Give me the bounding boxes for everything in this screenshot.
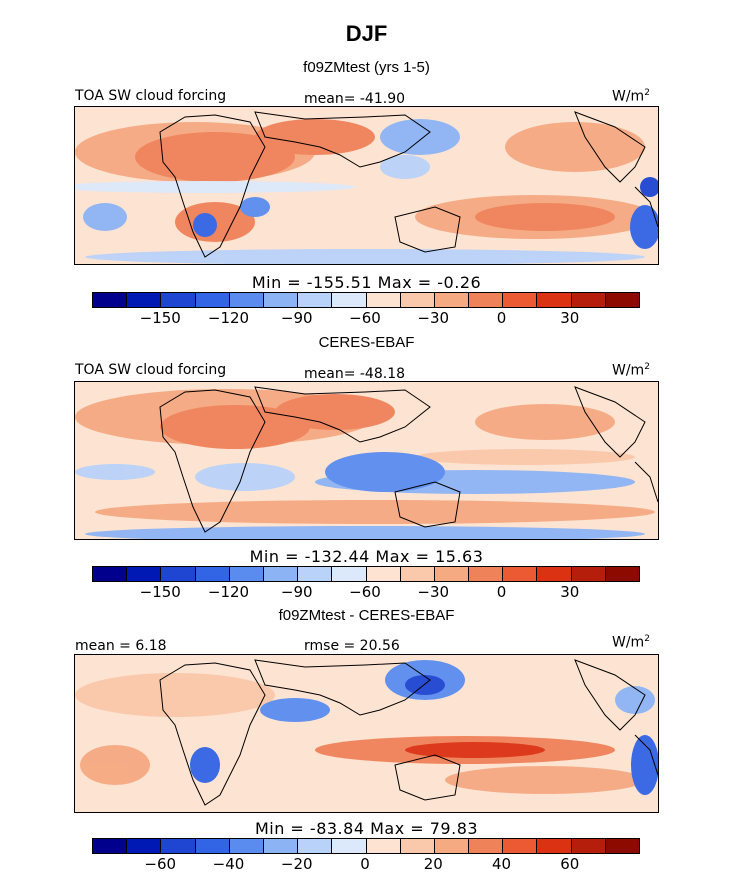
colorbar-swatch (229, 567, 264, 581)
colorbar-swatch (571, 567, 606, 581)
panel3-subtitle: f09ZMtest - CERES-EBAF (278, 607, 455, 624)
colorbar-swatch (469, 293, 504, 307)
colorbar-swatch (195, 567, 230, 581)
colorbar-swatch (537, 567, 572, 581)
panel2-units-label: W/m2 (612, 362, 650, 379)
colorbar-tick-label: −150 (139, 583, 181, 601)
colorbar-tick-label: −40 (212, 855, 245, 873)
panel3-rmse-label: rmse = 20.56 (304, 638, 400, 654)
colorbar-swatch (161, 293, 196, 307)
colorbar-swatch (332, 293, 367, 307)
colorbar-swatch (298, 567, 333, 581)
panel3-mean-label: mean = 6.18 (75, 638, 167, 654)
panel1-field-label: TOA SW cloud forcing (75, 88, 227, 104)
panel1-map (74, 106, 659, 265)
colorbar-swatch (93, 839, 128, 853)
colorbar-swatch (503, 839, 538, 853)
colorbar-swatch (503, 293, 538, 307)
colorbar-swatch (161, 839, 196, 853)
colorbar-swatch (229, 293, 264, 307)
colorbar-tick-label: 0 (496, 309, 507, 327)
panel1-subtitle: f09ZMtest (yrs 1-5) (303, 59, 430, 76)
colorbar-swatch (537, 293, 572, 307)
colorbar-tick-label: 30 (560, 309, 580, 327)
colorbar-swatch (571, 839, 606, 853)
colorbar-swatch (298, 839, 333, 853)
colorbar-tick-label: −120 (207, 583, 250, 601)
colorbar-tick-label: −60 (349, 309, 381, 327)
colorbar-swatch (400, 567, 435, 581)
panel2-subtitle: CERES-EBAF (318, 334, 415, 351)
colorbar-swatch (434, 839, 470, 853)
colorbar-tick-label: −150 (139, 309, 181, 327)
colorbar-tick-label: −30 (417, 583, 450, 601)
colorbar-tick-label: −90 (280, 309, 313, 327)
colorbar-swatch (571, 293, 606, 307)
figure-title: DJF (345, 21, 388, 46)
panel1-mean-label: mean= -41.90 (304, 91, 406, 107)
colorbar-tick-label: −60 (349, 583, 381, 601)
colorbar-swatch (503, 567, 538, 581)
colorbar-swatch (605, 293, 639, 307)
panel2-ticks: −150 −120 −90 −60 −30 0 30 (0, 583, 733, 603)
colorbar-tick-label: 0 (496, 583, 507, 601)
colorbar-swatch (605, 839, 639, 853)
panel3-map-fill (75, 659, 658, 806)
colorbar-swatch (469, 839, 504, 853)
colorbar-swatch (127, 293, 162, 307)
colorbar-swatch (127, 567, 162, 581)
colorbar-swatch (298, 293, 333, 307)
panel1-colorbar (92, 292, 640, 308)
colorbar-swatch (537, 839, 572, 853)
colorbar-swatch (263, 567, 299, 581)
panel2-map-fill (75, 386, 658, 539)
panel3-map (74, 654, 659, 813)
colorbar-swatch (366, 567, 401, 581)
colorbar-tick-label: −60 (144, 855, 177, 873)
panel1-ticks: −150 −120 −90 −60 −30 0 30 (0, 309, 733, 329)
colorbar-tick-label: 30 (560, 583, 580, 601)
panel2-minmax: Min = -132.44 Max = 15.63 (249, 547, 484, 566)
colorbar-swatch (93, 567, 128, 581)
colorbar-swatch (332, 839, 367, 853)
panel3-minmax: Min = -83.84 Max = 79.83 (254, 819, 479, 838)
panel1-units-label: W/m2 (612, 88, 650, 105)
colorbar-swatch (161, 567, 196, 581)
colorbar-swatch (469, 567, 504, 581)
colorbar-swatch (400, 839, 435, 853)
colorbar-tick-label: −20 (280, 855, 313, 873)
colorbar-tick-label: −120 (207, 309, 250, 327)
colorbar-tick-label: 60 (560, 855, 580, 873)
colorbar-swatch (434, 293, 470, 307)
panel2-map (74, 381, 659, 540)
colorbar-swatch (93, 293, 128, 307)
panel2-colorbar (92, 566, 640, 582)
panel1-minmax: Min = -155.51 Max = -0.26 (251, 273, 482, 292)
panel3-colorbar (92, 838, 640, 854)
panel1-map-fill (75, 111, 658, 264)
colorbar-swatch (263, 839, 299, 853)
colorbar-swatch (195, 839, 230, 853)
colorbar-tick-label: 20 (423, 855, 443, 873)
colorbar-tick-label: 0 (360, 855, 370, 873)
colorbar-tick-label: 40 (491, 855, 512, 873)
colorbar-tick-label: −90 (280, 583, 313, 601)
colorbar-swatch (332, 567, 367, 581)
colorbar-swatch (366, 839, 401, 853)
colorbar-swatch (127, 839, 162, 853)
colorbar-tick-label: −30 (417, 309, 450, 327)
colorbar-swatch (434, 567, 470, 581)
colorbar-swatch (195, 293, 230, 307)
colorbar-swatch (229, 839, 264, 853)
colorbar-swatch (400, 293, 435, 307)
colorbar-swatch (263, 293, 299, 307)
panel2-mean-label: mean= -48.18 (304, 366, 406, 382)
panel3-ticks: −60 −40 −20 0 20 40 60 (0, 855, 733, 875)
colorbar-swatch (605, 567, 639, 581)
colorbar-swatch (366, 293, 401, 307)
panel2-field-label: TOA SW cloud forcing (75, 362, 227, 378)
panel3-units-label: W/m2 (612, 634, 650, 651)
